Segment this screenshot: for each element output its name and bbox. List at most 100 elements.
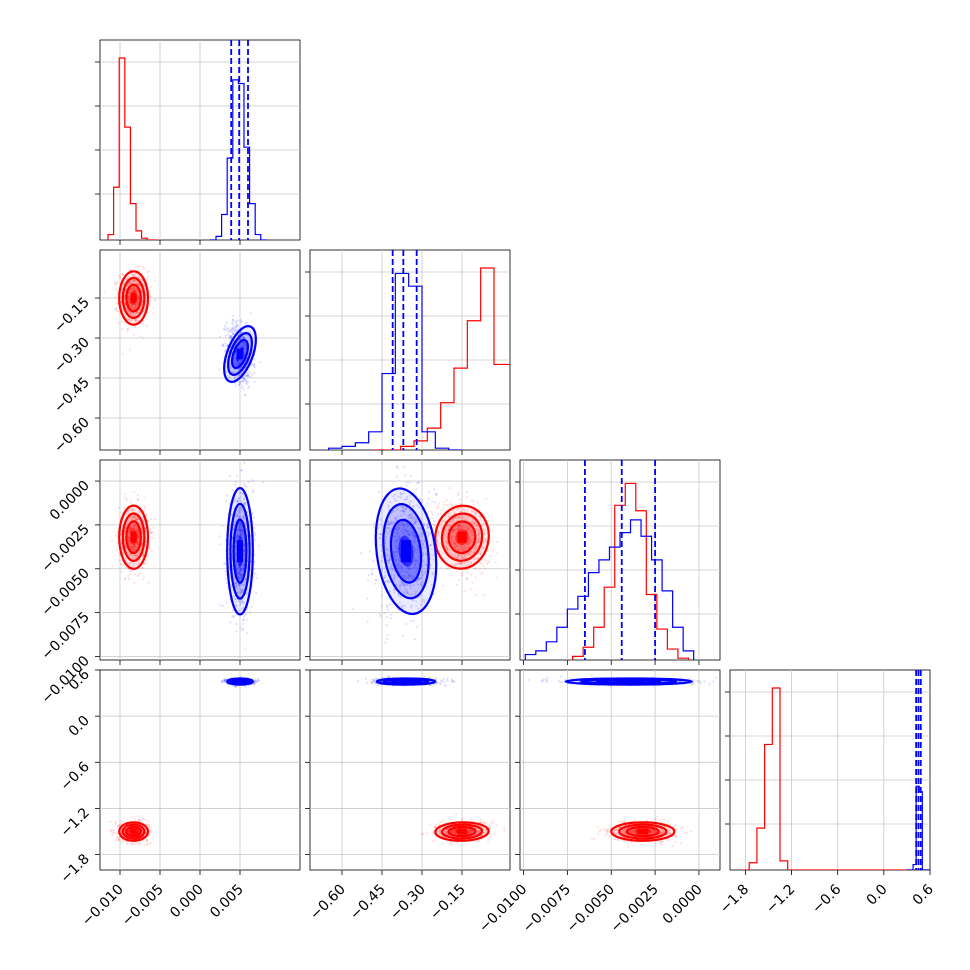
- scatter-point: [136, 544, 139, 547]
- scatter-point: [111, 828, 114, 832]
- scatter-point: [132, 307, 135, 310]
- scatter-point: [127, 292, 131, 295]
- scatter-point: [403, 528, 407, 532]
- scatter-point: [135, 543, 138, 546]
- scatter-point: [149, 841, 152, 845]
- scatter-point: [385, 615, 388, 619]
- scatter-point: [422, 522, 425, 526]
- scatter-point: [238, 338, 242, 341]
- scatter-point: [450, 540, 453, 543]
- scatter-point: [380, 560, 383, 563]
- scatter-point: [238, 368, 241, 371]
- scatter-point: [136, 299, 139, 302]
- scatter-point: [454, 563, 457, 566]
- scatter-point: [482, 547, 485, 550]
- scatter-point: [415, 626, 418, 629]
- scatter-point: [466, 568, 469, 571]
- scatter-point: [133, 274, 136, 277]
- scatter-point: [478, 538, 481, 542]
- scatter-point: [245, 618, 248, 621]
- scatter-point: [453, 540, 456, 543]
- scatter-point: [415, 604, 418, 607]
- scatter-point: [470, 540, 473, 543]
- scatter-point: [137, 830, 140, 833]
- scatter-point: [137, 535, 141, 538]
- scatter-point: [404, 587, 407, 591]
- scatter-point: [445, 546, 448, 549]
- scatter-point: [229, 621, 232, 624]
- scatter-point: [126, 328, 129, 331]
- scatter-point: [484, 532, 487, 535]
- scatter-point: [127, 295, 130, 298]
- scatter-point: [388, 506, 391, 509]
- scatter-point: [231, 332, 234, 335]
- scatter-point: [239, 529, 242, 532]
- scatter-point: [453, 543, 457, 547]
- scatter-point: [128, 569, 131, 573]
- scatter-point: [115, 306, 118, 309]
- scatter-point: [477, 532, 481, 535]
- scatter-point: [467, 553, 470, 556]
- scatter-point: [454, 517, 457, 520]
- scatter-point: [452, 509, 455, 512]
- scatter-point: [132, 274, 135, 277]
- scatter-point: [144, 818, 147, 821]
- scatter-point: [262, 481, 265, 484]
- scatter-point: [241, 384, 244, 387]
- scatter-point: [414, 566, 418, 569]
- scatter-point: [233, 361, 236, 364]
- scatter-point: [413, 534, 417, 537]
- scatter-point: [411, 577, 414, 580]
- scatter-point: [130, 306, 133, 309]
- scatter-point: [242, 336, 245, 339]
- scatter-point: [146, 519, 149, 522]
- scatter-point: [397, 556, 400, 559]
- scatter-point: [469, 540, 472, 544]
- scatter-point: [137, 541, 140, 544]
- scatter-point: [426, 526, 429, 529]
- scatter-point: [138, 535, 141, 538]
- scatter-point: [129, 526, 132, 530]
- scatter-point: [467, 542, 471, 545]
- scatter-point: [422, 552, 425, 555]
- scatter-point: [429, 566, 432, 569]
- scatter-point: [133, 547, 136, 550]
- scatter-point: [243, 341, 246, 344]
- scatter-point: [457, 578, 460, 581]
- scatter-point: [395, 558, 398, 561]
- scatter-point: [388, 522, 391, 525]
- scatter-point: [384, 574, 387, 577]
- scatter-point: [120, 300, 123, 304]
- scatter-point: [427, 526, 430, 529]
- scatter-point: [244, 374, 247, 377]
- scatter-point: [237, 500, 240, 503]
- scatter-point: [425, 552, 428, 555]
- y-tick-label-dim1: −0.15: [51, 295, 93, 337]
- scatter-panel-2-1: [352, 465, 498, 644]
- scatter-point: [242, 535, 245, 538]
- scatter-point: [128, 318, 131, 321]
- scatter-point: [369, 550, 372, 553]
- scatter-point: [126, 843, 129, 846]
- scatter-point: [136, 554, 139, 557]
- scatter-point: [433, 520, 436, 523]
- scatter-point: [128, 527, 131, 530]
- scatter-point: [403, 574, 406, 578]
- scatter-point: [125, 287, 128, 290]
- scatter-point: [130, 527, 133, 530]
- scatter-point: [145, 559, 148, 562]
- scatter-point: [224, 577, 227, 580]
- scatter-point: [140, 545, 143, 548]
- scatter-point: [223, 328, 227, 332]
- scatter-point: [472, 550, 475, 553]
- scatter-point: [149, 831, 152, 834]
- scatter-point: [236, 570, 239, 573]
- scatter-point: [242, 377, 245, 380]
- scatter-point: [424, 570, 427, 573]
- scatter-point: [451, 529, 454, 532]
- scatter-point: [417, 558, 420, 561]
- scatter-point: [450, 523, 453, 526]
- scatter-point: [240, 508, 243, 511]
- scatter-point: [412, 583, 415, 587]
- scatter-point: [473, 557, 476, 560]
